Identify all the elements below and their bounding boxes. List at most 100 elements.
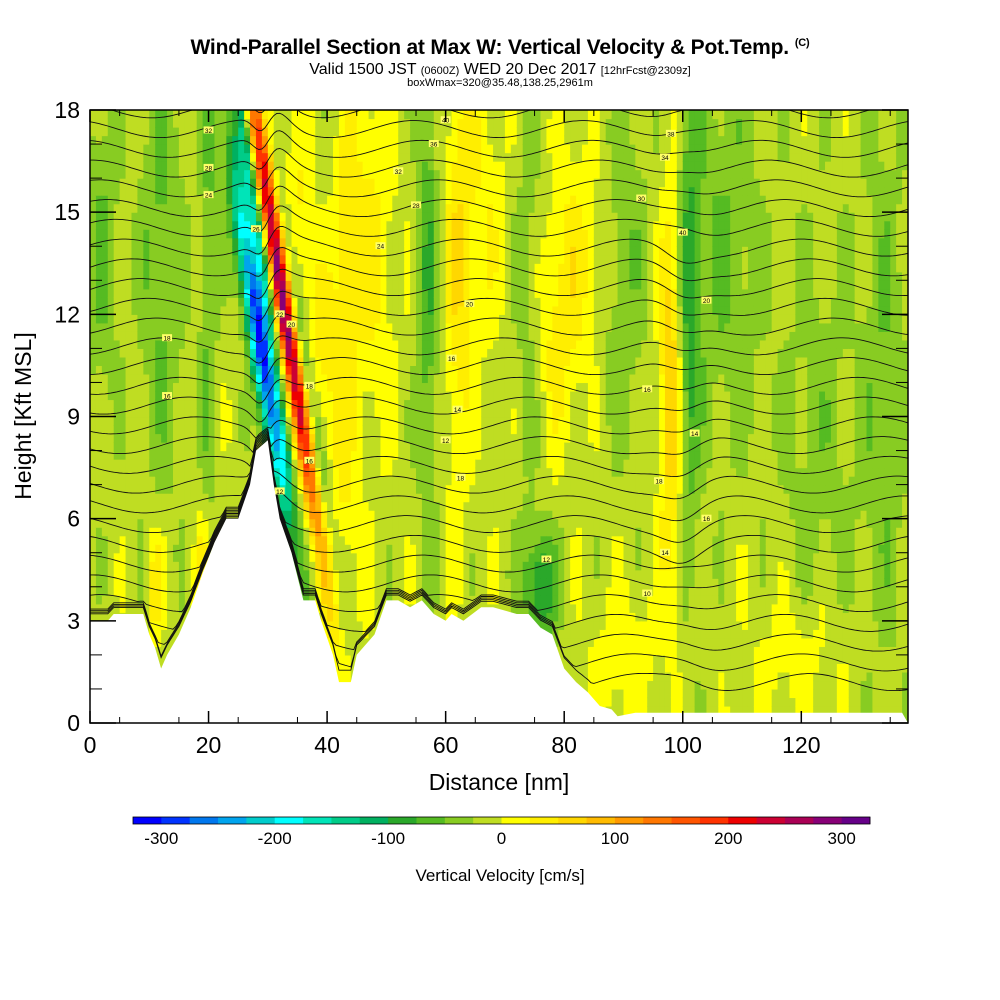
w-cell (95, 544, 103, 554)
w-cell (374, 212, 382, 222)
w-cell (380, 297, 387, 307)
w-cell (457, 586, 465, 596)
w-cell (350, 186, 358, 196)
w-cell (344, 595, 352, 605)
w-cell (463, 331, 470, 341)
w-cell (493, 118, 500, 128)
w-cell (362, 407, 370, 418)
w-cell (463, 135, 470, 145)
w-cell (167, 450, 174, 460)
w-cell (297, 484, 304, 494)
w-cell (255, 365, 263, 375)
w-cell (220, 169, 227, 179)
w-cell (380, 348, 387, 358)
w-cell (380, 254, 387, 264)
w-cell (149, 161, 156, 171)
w-cell (457, 220, 465, 230)
w-cell (107, 382, 115, 392)
w-cell (196, 425, 204, 435)
w-cell (202, 297, 210, 307)
w-cell (457, 510, 465, 520)
w-cell (107, 127, 115, 137)
w-cell (255, 305, 263, 315)
w-cell (101, 348, 109, 358)
w-cell (445, 203, 453, 213)
w-cell (321, 373, 328, 384)
w-cell (101, 416, 109, 426)
w-cell (167, 365, 174, 375)
w-cell (178, 595, 186, 605)
w-cell (119, 169, 127, 179)
w-cell (261, 305, 269, 315)
w-cell (113, 416, 121, 426)
w-cell (469, 229, 476, 239)
w-cell (404, 552, 411, 562)
w-cell (143, 280, 150, 290)
w-cell (90, 220, 97, 230)
w-cell (374, 425, 382, 435)
w-cell (196, 144, 204, 154)
w-cell (90, 425, 97, 435)
w-cell (167, 629, 174, 639)
w-cell (380, 416, 387, 426)
w-cell (410, 297, 417, 307)
w-cell (487, 152, 494, 162)
w-cell (291, 161, 299, 171)
w-cell (226, 118, 233, 128)
w-cell (404, 135, 411, 145)
w-cell (356, 144, 364, 154)
w-cell (226, 459, 233, 469)
w-cell (344, 212, 352, 222)
w-cell (137, 390, 144, 401)
w-cell (338, 527, 346, 537)
w-cell (416, 373, 423, 384)
w-cell (178, 493, 186, 503)
w-cell (344, 442, 352, 452)
w-cell (149, 365, 156, 375)
w-cell (101, 450, 109, 460)
w-cell (131, 501, 139, 511)
w-cell (190, 433, 198, 443)
w-cell (327, 169, 334, 179)
w-cell (433, 178, 441, 188)
w-cell (291, 271, 299, 281)
w-cell (137, 186, 144, 196)
w-cell (95, 322, 103, 332)
w-cell (149, 510, 156, 520)
w-cell (493, 127, 500, 137)
w-cell (463, 263, 470, 273)
w-cell (190, 195, 198, 205)
w-cell (184, 110, 192, 120)
w-cell (309, 118, 316, 128)
w-cell (410, 220, 417, 230)
w-cell (356, 390, 364, 401)
w-cell (493, 135, 500, 145)
w-cell (374, 339, 382, 349)
w-cell (190, 186, 198, 196)
w-cell (487, 416, 494, 426)
w-cell (309, 578, 316, 588)
w-cell (273, 314, 281, 324)
w-cell (90, 169, 97, 179)
w-cell (309, 373, 316, 384)
w-cell (309, 305, 316, 315)
w-cell (416, 186, 423, 196)
w-cell (475, 297, 482, 307)
w-cell (291, 339, 299, 349)
w-cell (427, 484, 435, 494)
w-cell (327, 254, 334, 264)
w-cell (232, 186, 239, 196)
w-cell (167, 399, 174, 409)
w-cell (457, 569, 465, 579)
w-cell (101, 254, 109, 264)
w-cell (386, 297, 393, 307)
w-cell (220, 373, 227, 384)
w-cell (344, 501, 352, 511)
w-cell (131, 407, 139, 418)
w-cell (172, 271, 180, 281)
w-cell (137, 118, 144, 128)
w-cell (113, 484, 121, 494)
w-cell (362, 161, 370, 171)
w-cell (321, 144, 328, 154)
w-cell (297, 305, 304, 315)
